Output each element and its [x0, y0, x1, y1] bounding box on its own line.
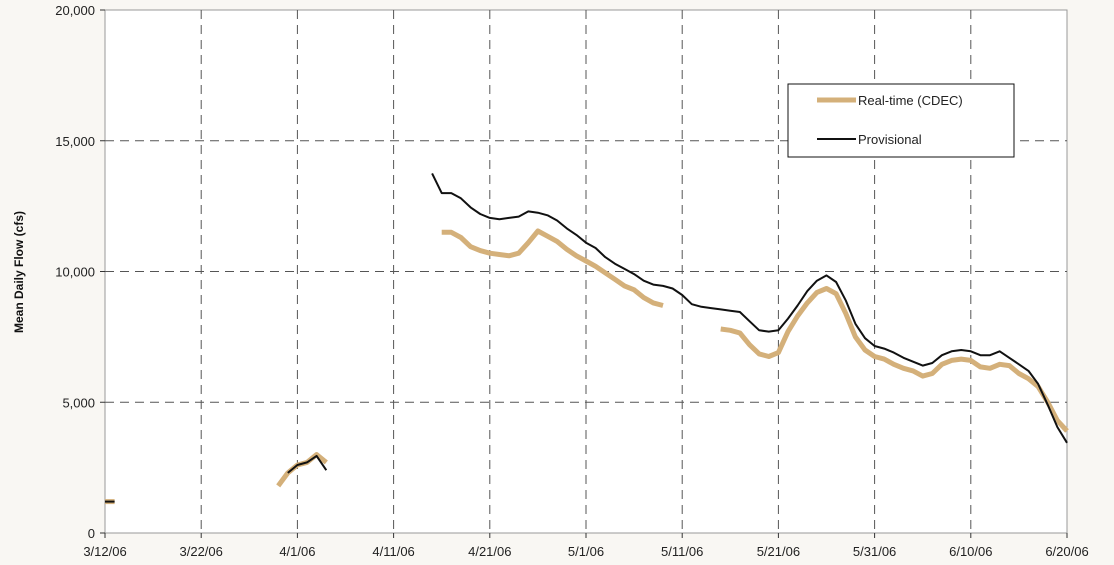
y-tick-label: 15,000: [55, 134, 95, 149]
x-tick-label: 5/21/06: [757, 544, 800, 559]
x-tick-label: 5/11/06: [661, 544, 703, 559]
x-tick-label: 4/11/06: [372, 544, 414, 559]
y-tick-label: 0: [88, 526, 95, 541]
legend-label-provisional: Provisional: [858, 132, 922, 147]
x-tick-label: 3/12/06: [83, 544, 126, 559]
x-tick-label: 4/1/06: [279, 544, 315, 559]
y-tick-label: 5,000: [62, 395, 95, 410]
x-tick-label: 6/10/06: [949, 544, 992, 559]
x-tick-label: 4/21/06: [468, 544, 511, 559]
x-tick-label: 5/1/06: [568, 544, 604, 559]
legend: Real-time (CDEC) Provisional: [788, 84, 1014, 157]
x-axis: 3/12/06 3/22/06 4/1/06 4/11/06 4/21/06 5/1/06…: [83, 533, 1088, 559]
y-tick-label: 10,000: [55, 265, 95, 280]
y-tick-label: 20,000: [55, 3, 95, 18]
x-tick-label: 3/22/06: [180, 544, 223, 559]
x-tick-label: 6/20/06: [1045, 544, 1088, 559]
legend-label-real-time: Real-time (CDEC): [858, 93, 963, 108]
x-tick-label: 5/31/06: [853, 544, 896, 559]
y-axis-label: Mean Daily Flow (cfs): [12, 211, 26, 333]
y-axis: 0 5,000 10,000 15,000 20,000: [55, 3, 105, 541]
